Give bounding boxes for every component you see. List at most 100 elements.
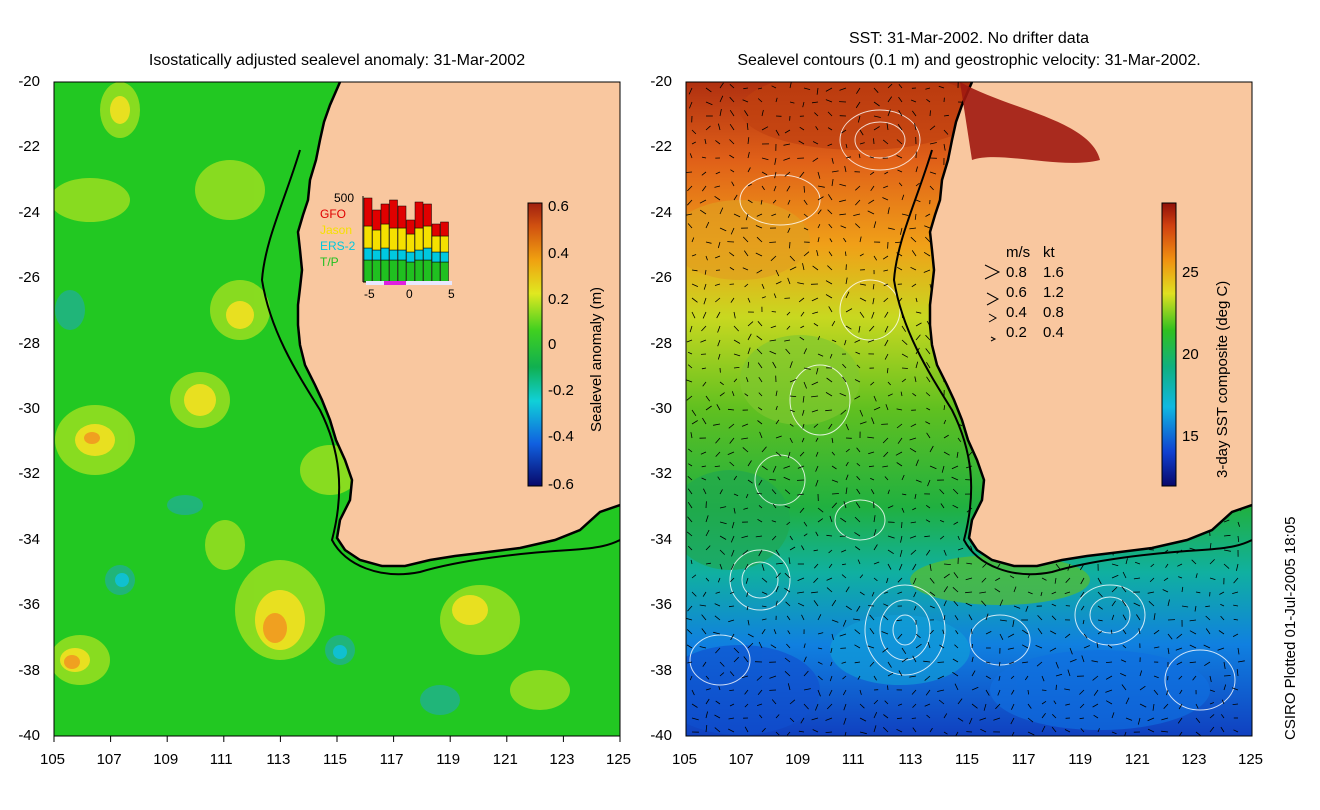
velocity-arrow [775, 549, 780, 556]
velocity-arrow [940, 503, 945, 509]
velocity-arrow [811, 395, 819, 398]
velocity-arrow [730, 227, 735, 235]
velocity-arrow [700, 451, 707, 455]
velocity-arrow [1177, 717, 1183, 724]
inset-max-label: 500 [334, 191, 355, 205]
velocity-arrow [1189, 644, 1197, 649]
velocity-arrow [1054, 577, 1057, 584]
velocity-arrow [859, 574, 864, 579]
velocity-arrow [771, 213, 777, 217]
velocity-arrow [1122, 644, 1127, 649]
velocity-arrow [718, 123, 721, 131]
velocity-arrow [1163, 703, 1169, 709]
velocity-arrow [845, 277, 848, 285]
velocity-arrow [691, 591, 697, 597]
velocity-arrow [801, 614, 805, 621]
velocity-arrow [968, 451, 973, 457]
velocity-arrow [901, 657, 908, 663]
velocity-arrow [686, 644, 693, 649]
inset-bar-jason [423, 225, 432, 249]
velocity-arrow [985, 613, 989, 621]
velocity-arrow [1069, 659, 1077, 663]
velocity-arrow [815, 437, 819, 442]
velocity-arrow [747, 137, 750, 145]
velocity-arrow [900, 227, 903, 235]
velocity-arrow [691, 420, 698, 425]
velocity-arrow [929, 727, 933, 733]
velocity-arrow [1189, 661, 1197, 664]
velocity-arrow [901, 507, 905, 513]
velocity-arrow [925, 334, 931, 341]
velocity-arrow [937, 661, 945, 663]
velocity-arrow [1051, 603, 1057, 607]
velocity-arrow [702, 661, 707, 667]
velocity-arrow [1133, 602, 1141, 607]
x-tick-label: 121 [1124, 751, 1150, 768]
velocity-arrow [717, 353, 721, 360]
velocity-arrow [1082, 619, 1085, 625]
velocity-arrow [733, 507, 736, 514]
velocity-arrow [803, 227, 809, 231]
velocity-arrow [856, 476, 861, 481]
velocity-arrow [719, 521, 727, 525]
velocity-arrow [1092, 675, 1099, 681]
x-tick-label: 109 [153, 751, 179, 768]
velocity-arrow [1191, 559, 1197, 565]
velocity-arrow [719, 82, 724, 89]
velocity-arrow [811, 297, 819, 302]
velocity-arrow [939, 535, 945, 540]
velocity-arrow [873, 712, 878, 719]
velocity-arrow [1050, 630, 1057, 635]
velocity-arrow [868, 451, 875, 455]
velocity-arrow [873, 255, 878, 261]
velocity-arrow [828, 306, 833, 313]
velocity-arrow [1139, 703, 1147, 708]
velocity-arrow [943, 434, 949, 439]
velocity-arrow [1237, 535, 1240, 543]
x-tick-label: 123 [1181, 751, 1207, 768]
velocity-arrow [901, 325, 907, 332]
inset-bar-gfo [440, 221, 449, 237]
velocity-arrow [929, 629, 934, 635]
velocity-arrow [943, 563, 951, 565]
velocity-arrow [786, 615, 791, 621]
velocity-arrow [699, 646, 707, 649]
velocity-arrow [870, 185, 875, 192]
velocity-arrow [786, 731, 791, 736]
velocity-arrow [691, 297, 698, 303]
velocity-arrow [687, 501, 693, 509]
velocity-arrow [783, 465, 791, 469]
inset-bar-jason [440, 235, 449, 253]
velocity-arrow [746, 377, 749, 383]
velocity-arrow [703, 488, 707, 495]
velocity-arrow [915, 166, 918, 173]
velocity-arrow [715, 437, 721, 444]
velocity-arrow [775, 585, 779, 593]
velocity-arrow [1205, 605, 1211, 608]
velocity-arrow [797, 577, 805, 581]
velocity-arrow [842, 563, 847, 566]
velocity-arrow [856, 87, 861, 94]
y-tick-label: -24 [650, 203, 672, 221]
velocity-arrow [746, 605, 749, 611]
velocity-arrow [797, 493, 805, 496]
velocity-arrow [789, 361, 793, 369]
velocity-arrow [770, 325, 777, 329]
velocity-arrow [775, 435, 782, 439]
velocity-arrow [887, 563, 892, 570]
velocity-arrow [730, 633, 735, 641]
velocity-arrow [831, 170, 839, 173]
velocity-arrow [761, 185, 765, 191]
velocity-arrow [729, 671, 735, 677]
velocity-arrow [747, 619, 750, 626]
velocity-arrow [971, 670, 976, 677]
velocity-arrow [730, 563, 735, 570]
velocity-arrow [758, 549, 763, 557]
velocity-arrow [841, 549, 847, 553]
velocity-arrow [786, 521, 791, 526]
velocity-arrow [1223, 519, 1230, 523]
velocity-arrow [1065, 577, 1071, 583]
x-tick-label: 115 [955, 751, 979, 768]
velocity-arrow [769, 675, 777, 679]
y-tick-label: -26 [650, 269, 672, 287]
